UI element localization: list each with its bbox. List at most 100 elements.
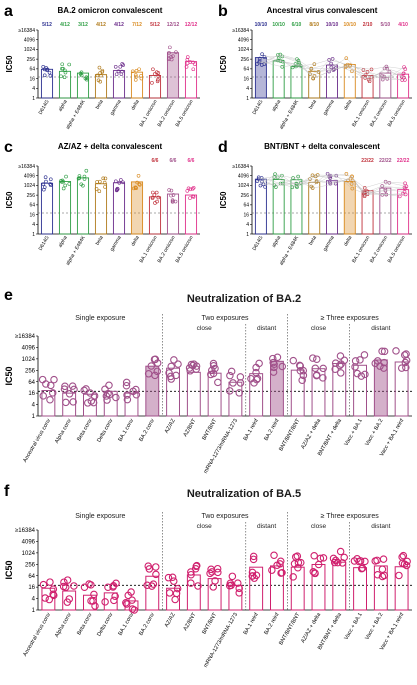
panel-e-point bbox=[123, 391, 131, 399]
panel-a-point bbox=[78, 71, 83, 76]
panel-e-point bbox=[39, 392, 48, 400]
panel-e-point bbox=[351, 357, 360, 365]
panel-e-x-tick-label: BNT/BNT/BNT bbox=[278, 417, 302, 452]
panel-f-point bbox=[290, 560, 299, 568]
panel-e-title: Neutralization of BA.2 bbox=[187, 293, 301, 305]
panel-a-point bbox=[152, 72, 157, 76]
panel-f-point bbox=[109, 582, 118, 590]
panel-a-point bbox=[85, 77, 89, 82]
panel-e-point bbox=[174, 360, 182, 368]
panel-a-title: BA.2 omicron convalescent bbox=[58, 6, 163, 15]
panel-d-y-tick-label: 4 bbox=[246, 222, 249, 228]
panel-e-x-tick-label: Beta conv bbox=[76, 418, 94, 442]
panel-c-point bbox=[188, 196, 192, 200]
panel-e-point bbox=[153, 359, 162, 367]
panel-e: e Neutralization of BA.2 ≥16384 4096 1024 2… bbox=[4, 287, 412, 475]
panel-c-bar bbox=[184, 194, 198, 235]
panel-a-point bbox=[99, 73, 103, 78]
panel-f-point bbox=[379, 555, 388, 563]
panel-d-y-label: IC50 bbox=[219, 191, 228, 208]
panel-f-point bbox=[309, 567, 318, 576]
panel-a-count-label: 5/12 bbox=[42, 22, 52, 28]
panel-c-point bbox=[155, 199, 159, 204]
panel-d-point bbox=[344, 172, 349, 176]
panel-e-point bbox=[278, 362, 287, 371]
panel-b-x-tick-label: BA.1 omicron bbox=[351, 99, 371, 128]
panel-e-point bbox=[336, 352, 345, 360]
panel-a-count-label: 5/12 bbox=[150, 22, 160, 28]
panel-d-y-tick-label: 16 bbox=[243, 212, 249, 218]
panel-b-plot: ≥16384 4096 1024 256 64 16 4 1 IC50 D614G 10/10 alp… bbox=[219, 22, 412, 131]
panel-a-y-tick-label: 16 bbox=[29, 76, 35, 82]
panel-e-point bbox=[122, 381, 131, 390]
panel-f-subgroup-label: close bbox=[197, 523, 213, 530]
panel-a-point bbox=[185, 55, 190, 59]
panel-a-count-label: 3/12 bbox=[78, 22, 88, 28]
panel-e-point bbox=[112, 393, 120, 402]
panel-d-count-label: 22/22 bbox=[397, 158, 410, 164]
panel-d-bar bbox=[361, 190, 374, 235]
panel-e-subgroup-label: close bbox=[311, 325, 327, 332]
panel-letter-a: a bbox=[4, 3, 13, 20]
panel-c-x-tick-label: BA.2 omicron bbox=[157, 235, 177, 264]
panel-e-point bbox=[122, 378, 131, 387]
panel-e-point bbox=[402, 350, 410, 358]
panel-a-x-tick-label: alpha + E484K bbox=[65, 98, 87, 130]
panel-f-x-tick-label: Vacc + BA.1 bbox=[344, 612, 364, 641]
panel-b-point bbox=[329, 61, 333, 66]
panel-f-point bbox=[122, 599, 130, 607]
panel-c-x-tick-label: BA.5 omicron bbox=[175, 235, 195, 264]
panel-a-point bbox=[133, 78, 138, 82]
panel-c-bar bbox=[166, 193, 180, 235]
panel-e-bar bbox=[41, 390, 56, 417]
panel-d-pair-line bbox=[257, 173, 407, 197]
panel-c-point bbox=[119, 178, 123, 182]
panel-a-count-label: 4/12 bbox=[96, 22, 106, 28]
panel-e-x-tick-label: BA.2 reinf bbox=[263, 418, 281, 442]
panel-b-count-label: 5/10 bbox=[380, 22, 390, 28]
panel-b-pair-line bbox=[261, 54, 403, 81]
panel-c-title: AZ/AZ + delta convalescent bbox=[58, 142, 163, 151]
panel-f-x-tick-label: BA.1 reinf bbox=[243, 612, 261, 636]
panel-c-point bbox=[60, 178, 65, 183]
panel-e-point bbox=[83, 399, 92, 407]
panel-b-count-label: 2/10 bbox=[363, 22, 373, 28]
panel-b-count-label: 6/10 bbox=[292, 22, 302, 28]
panel-e-point bbox=[312, 371, 321, 380]
panel-d-bar bbox=[308, 181, 321, 235]
panel-a-x-tick-label: delta bbox=[130, 99, 141, 112]
panel-a: a BA.2 omicron convalescent ≥16384 4096 10… bbox=[4, 3, 200, 131]
panel-c-point bbox=[167, 188, 171, 192]
panel-d-count-label: 22/22 bbox=[361, 158, 374, 164]
panel-b-point bbox=[259, 63, 264, 67]
panel-a-point bbox=[167, 51, 171, 55]
panel-f-point bbox=[361, 557, 369, 566]
panel-e-point bbox=[229, 379, 237, 387]
panel-f-point bbox=[112, 579, 120, 588]
panel-d-point bbox=[404, 184, 409, 189]
panel-e-point bbox=[38, 375, 47, 384]
panel-b-count-label: 10/10 bbox=[272, 22, 285, 28]
panel-f-point bbox=[235, 584, 243, 593]
panel-c-point bbox=[79, 182, 84, 187]
panel-b-y-label: IC50 bbox=[219, 55, 228, 72]
panel-c-point bbox=[48, 177, 53, 182]
panel-c-point bbox=[98, 179, 102, 184]
panel-f-point bbox=[187, 579, 195, 587]
panel-b-y-tick-label: 64 bbox=[243, 67, 249, 73]
panel-d-point bbox=[310, 173, 315, 178]
panel-d: d BNT/BNT + delta convalescent ≥16384 409… bbox=[218, 139, 412, 267]
panel-a-point bbox=[114, 72, 119, 77]
panel-a-point bbox=[118, 64, 123, 69]
panel-e-point bbox=[351, 363, 359, 371]
panel-a-point bbox=[47, 70, 52, 75]
panel-f-point bbox=[228, 572, 237, 581]
panel-e-point bbox=[371, 359, 379, 368]
panel-b-point bbox=[280, 64, 284, 69]
panel-e-point bbox=[70, 385, 78, 394]
panel-a-point bbox=[193, 62, 197, 66]
panel-d-point bbox=[398, 194, 402, 199]
panel-f-point bbox=[128, 596, 136, 604]
panel-c-point bbox=[190, 194, 195, 198]
panel-b-point bbox=[260, 52, 264, 57]
